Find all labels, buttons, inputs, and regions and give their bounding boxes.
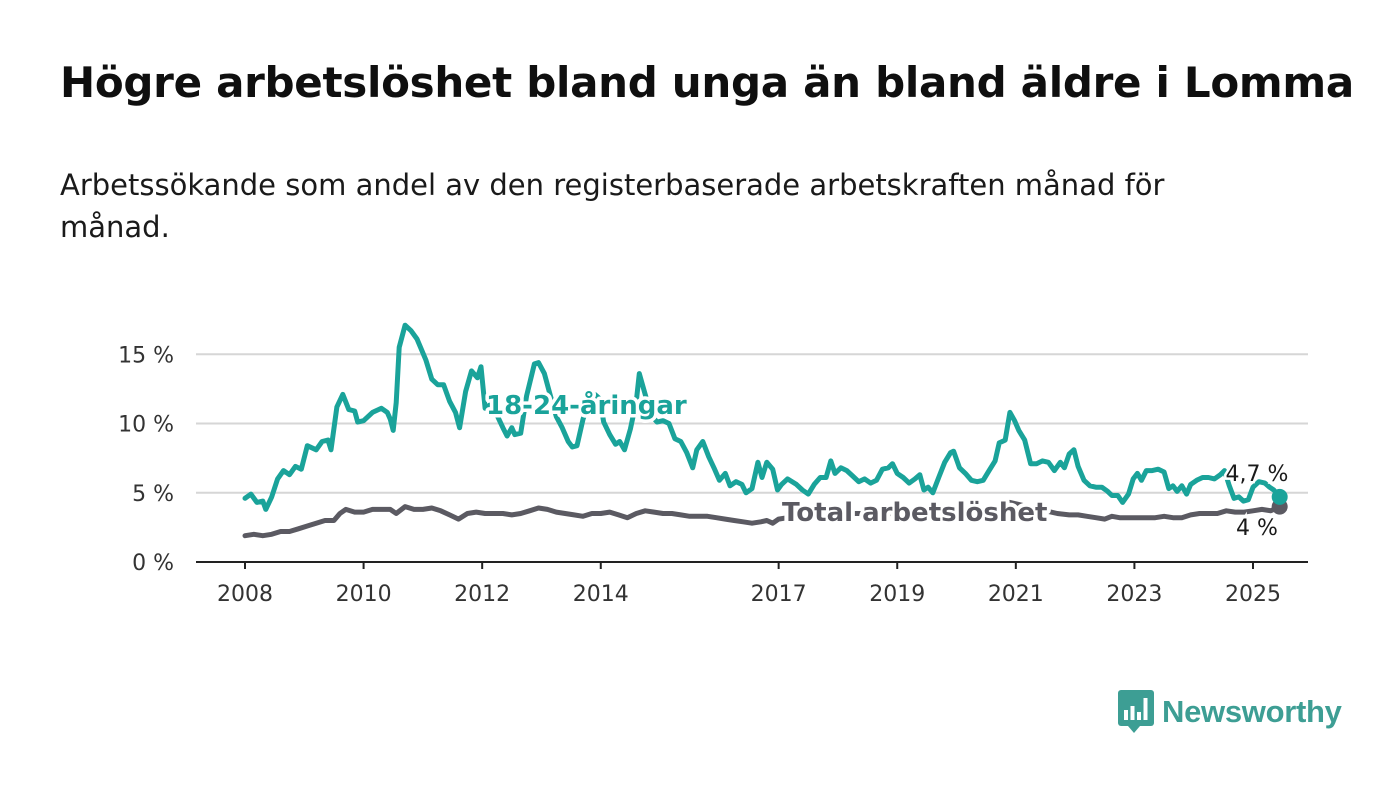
x-axis: 2008 2010 2012 2014 2017 2019 2021 2023 2025 bbox=[196, 561, 1308, 607]
y-axis: 0 % 5 % 10 % 15 % bbox=[118, 343, 174, 576]
brand-name: Newsworthy bbox=[1162, 694, 1342, 729]
series-line-youth bbox=[242, 322, 1283, 512]
y-tick-label: 5 % bbox=[132, 482, 174, 507]
y-tick-label: 15 % bbox=[118, 343, 174, 368]
x-tick-label: 2023 bbox=[1106, 582, 1162, 607]
brand-logo: Newsworthy bbox=[1118, 690, 1342, 734]
x-tick-label: 2017 bbox=[751, 582, 807, 607]
x-tick-label: 2010 bbox=[336, 582, 392, 607]
end-label-total: 4 % bbox=[1236, 516, 1278, 541]
series-lines bbox=[242, 322, 1288, 539]
y-tick-label: 10 % bbox=[118, 413, 174, 438]
series-label-youth: 18-24-åringar bbox=[486, 389, 687, 421]
grid-lines bbox=[196, 353, 1308, 494]
end-point-youth bbox=[1271, 488, 1288, 505]
series-label-total: Total arbetslöshet bbox=[782, 498, 1047, 528]
y-tick-label: 0 % bbox=[132, 551, 174, 576]
x-tick-label: 2008 bbox=[217, 582, 273, 607]
x-tick-label: 2014 bbox=[573, 582, 629, 607]
series-labels: 18-24-åringar Total arbetslöshet 4,7 % 4 % bbox=[483, 386, 1291, 544]
chart-title: Högre arbetslöshet bland unga än bland ä… bbox=[60, 58, 1354, 107]
newsworthy-logo-icon bbox=[1118, 690, 1154, 733]
x-tick-label: 2012 bbox=[454, 582, 510, 607]
chart-subtitle: Arbetssökande som andel av den registerb… bbox=[60, 168, 1165, 244]
x-tick-label: 2025 bbox=[1225, 582, 1281, 607]
series-line-total bbox=[242, 499, 1283, 539]
end-label-youth: 4,7 % bbox=[1226, 462, 1289, 487]
x-tick-label: 2019 bbox=[869, 582, 925, 607]
x-tick-label: 2021 bbox=[988, 582, 1044, 607]
